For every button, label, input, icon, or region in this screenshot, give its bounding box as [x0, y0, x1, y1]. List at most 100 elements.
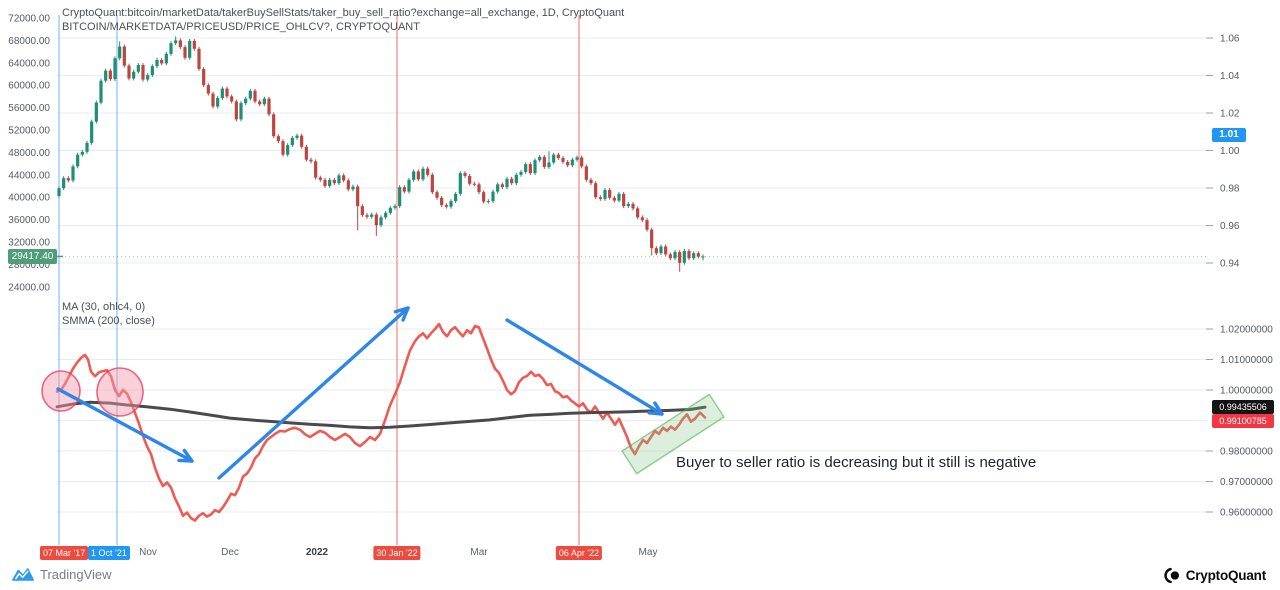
time-axis-label: Nov	[139, 547, 157, 558]
candle-body	[318, 177, 322, 180]
candle-body	[164, 53, 168, 64]
ratio-bottom-tick-label: 0.98000000	[1220, 447, 1273, 458]
candle-body	[328, 179, 332, 186]
candle-body	[552, 154, 556, 163]
smma200-line[interactable]	[55, 400, 707, 430]
candle-body	[276, 136, 280, 142]
candle-body	[76, 154, 80, 167]
candle-body	[482, 192, 486, 202]
price-tick-label: 24000.00	[8, 282, 50, 293]
time-axis-label: Mar	[470, 547, 488, 558]
ratio-axis-badge: 1.01	[1212, 128, 1246, 142]
ratio-top-tick-label: 1.04	[1220, 71, 1240, 82]
candle-body	[514, 174, 518, 184]
candle-body	[104, 70, 108, 81]
symbol-title-line2[interactable]: BITCOIN/MARKETDATA/PRICEUSD/PRICE_OHLCV?…	[62, 21, 420, 33]
candle-body	[150, 66, 154, 76]
ratio-bottom-tick-label: 0.97000000	[1220, 477, 1273, 488]
candle-body	[225, 88, 229, 97]
candle-body	[99, 80, 103, 103]
price-tick-label: 32000.00	[8, 238, 50, 249]
candle-body	[622, 193, 626, 207]
candle-body	[206, 85, 210, 94]
candle-body	[384, 212, 388, 218]
indicator-label-ma[interactable]: MA (30, ohlc4, 0)	[62, 301, 146, 313]
candle-body	[155, 60, 159, 67]
candle-body	[113, 58, 117, 80]
candle-body	[239, 103, 243, 120]
candle-body	[519, 172, 523, 175]
candle-body	[430, 174, 434, 193]
candle-body	[626, 203, 630, 207]
highlight-channel-box[interactable]	[621, 393, 725, 475]
trend-arrow-shaft[interactable]	[217, 306, 410, 480]
candle-body	[80, 151, 84, 155]
candle-body	[444, 205, 448, 207]
ma30-line[interactable]	[55, 322, 707, 522]
candle-body	[491, 191, 495, 202]
candle-body	[510, 178, 514, 184]
candle-body	[351, 186, 355, 190]
candlestick-series[interactable]	[57, 36, 705, 272]
candle-body	[136, 65, 140, 72]
date-badge-apr06: 06 Apr '22	[555, 546, 603, 560]
candle-body	[309, 159, 313, 162]
drawing-annotation-text[interactable]: Buyer to seller ratio is decreasing but …	[676, 454, 1037, 471]
price-tick-label: 28000.00	[8, 260, 50, 271]
indicator-label-smma[interactable]: SMMA (200, close)	[62, 315, 155, 327]
ratio-top-tick-label: 1.06	[1220, 34, 1240, 45]
time-axis[interactable]: Z 07 Mar '17 1 Oct '21 30 Jan '22 06 Apr…	[0, 545, 1280, 562]
candle-body	[178, 40, 182, 48]
candle-body	[654, 248, 658, 254]
candle-body	[477, 184, 481, 193]
cryptoquant-logo[interactable]: CryptoQuant	[1164, 567, 1266, 584]
candle-body	[323, 179, 327, 186]
candle-body	[668, 254, 672, 259]
candle-body	[598, 197, 602, 199]
highlight-circle[interactable]	[96, 367, 144, 417]
tradingview-logo[interactable]: TradingView	[12, 567, 112, 582]
price-tick-label: 68000.00	[8, 36, 50, 47]
price-tick-label: 36000.00	[8, 215, 50, 226]
ratio-bottom-tick-label: 1.02000000	[1220, 325, 1273, 336]
candle-body	[370, 214, 374, 217]
tradingview-mountain-icon	[12, 568, 34, 581]
price-tick-label: 64000.00	[8, 58, 50, 69]
candle-body	[365, 215, 369, 217]
candle-body	[62, 178, 66, 189]
event-vertical-lines[interactable]	[58, 15, 580, 545]
date-badge-oct21: 1 Oct '21	[88, 546, 130, 560]
candle-body	[631, 203, 635, 209]
candle-body	[458, 173, 462, 194]
candle-body	[547, 162, 551, 167]
user-drawings[interactable]	[41, 306, 725, 480]
candle-body	[332, 179, 336, 184]
candle-body	[122, 46, 126, 66]
candle-body	[528, 164, 532, 174]
candle-body	[356, 186, 360, 207]
candle-body	[617, 193, 621, 201]
candle-body	[94, 102, 98, 122]
candle-body	[533, 160, 537, 174]
candle-body	[673, 252, 677, 259]
candle-body	[594, 183, 598, 198]
candle-body	[160, 60, 164, 64]
chart-canvas[interactable]: 72000.00 68000.00 64000.00 60000.00 56000.00…	[0, 0, 1280, 562]
candle-body	[248, 90, 252, 99]
candle-body	[66, 178, 70, 181]
smma-value-badge: 0.99435506	[1212, 400, 1274, 414]
candle-body	[496, 184, 500, 192]
trend-arrow-shaft[interactable]	[505, 318, 664, 416]
trend-arrow-shaft[interactable]	[56, 387, 194, 463]
axis-labels: 72000.00 68000.00 64000.00 60000.00 56000.00…	[8, 14, 1273, 519]
candle-body	[108, 70, 112, 80]
candle-body	[57, 188, 61, 197]
candle-body	[542, 156, 546, 167]
candle-body	[216, 98, 220, 107]
footer-bar: TradingView CryptoQuant	[0, 562, 1280, 590]
candle-body	[132, 71, 136, 79]
symbol-title-line1[interactable]: CryptoQuant:bitcoin/marketData/takerBuyS…	[62, 7, 625, 19]
candle-body	[645, 220, 649, 230]
price-tick-label: 56000.00	[8, 103, 50, 114]
